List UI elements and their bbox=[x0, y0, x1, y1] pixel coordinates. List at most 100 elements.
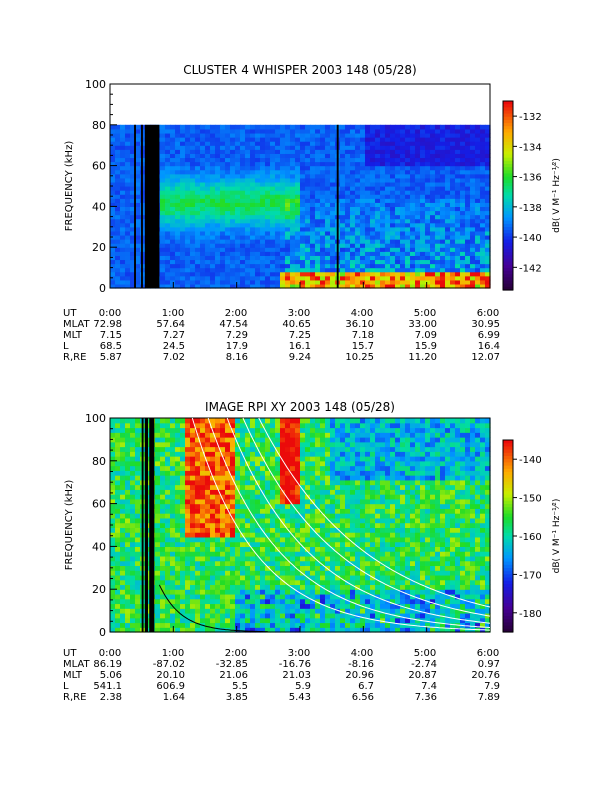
data-gap-1 bbox=[141, 418, 144, 632]
y-tick-label: 80 bbox=[92, 455, 106, 468]
colorbar-label: dB( V M⁻¹ Hz⁻¹⁄²) bbox=[552, 158, 562, 233]
colorbar-1: -132 -134 -136 -138 -140 -142 dB( V M⁻¹ Hz⁻¹⁄²… bbox=[502, 100, 562, 291]
data-gap-2 bbox=[141, 124, 143, 288]
ephemeris-value: 30.95 bbox=[471, 319, 500, 330]
x-tick-label: 6:00 bbox=[477, 648, 499, 659]
ephemeris-value: 541.1 bbox=[93, 681, 122, 692]
y-tick-label: 40 bbox=[92, 200, 106, 213]
ephemeris-value: 15.7 bbox=[352, 341, 374, 352]
colorbar-tick-label: -150 bbox=[519, 494, 542, 505]
ephemeris-value: 7.25 bbox=[289, 330, 311, 341]
ephemeris-value: 7.9 bbox=[484, 681, 500, 692]
ephemeris-value: 7.18 bbox=[352, 330, 374, 341]
overlay-curves bbox=[158, 417, 491, 633]
colorbar-tick-label: -142 bbox=[519, 263, 542, 274]
y-tick-label: 0 bbox=[99, 282, 106, 295]
colorbar-tick-label: -180 bbox=[519, 609, 542, 620]
ephemeris-value: -8.16 bbox=[348, 659, 374, 670]
ephemeris-value: 6.7 bbox=[358, 681, 374, 692]
ephemeris-value: 20.87 bbox=[408, 670, 437, 681]
chart-title: IMAGE RPI XY 2003 148 (05/28) bbox=[205, 400, 395, 414]
x-tick-label: 5:00 bbox=[414, 648, 436, 659]
ephemeris-row-label: MLAT bbox=[63, 319, 90, 330]
x-tick-label: 0:00 bbox=[99, 648, 121, 659]
y-tick-label: 20 bbox=[92, 241, 106, 254]
ephemeris-table-1: UTMLATMLTLR,RE0:0072.987.1568.55.871:005… bbox=[63, 308, 500, 363]
black-curve bbox=[158, 584, 268, 633]
x-tick-label: 1:00 bbox=[162, 648, 184, 659]
ephemeris-value: 7.36 bbox=[415, 692, 437, 703]
ephemeris-row-label: UT bbox=[63, 308, 77, 319]
x-tick-label: 2:00 bbox=[225, 308, 247, 319]
ephemeris-value: 7.02 bbox=[163, 352, 185, 363]
colorbar-tick-label: -170 bbox=[519, 570, 542, 581]
data-gap-3 bbox=[149, 418, 155, 632]
y-axis-label: FREQUENCY (kHz) bbox=[64, 480, 75, 571]
ephemeris-value: 21.06 bbox=[219, 670, 248, 681]
ephemeris-value: 5.43 bbox=[289, 692, 311, 703]
y-tick-label: 80 bbox=[92, 119, 106, 132]
y-tick-label: 60 bbox=[92, 498, 106, 511]
ephemeris-row-label: UT bbox=[63, 648, 77, 659]
spectrogram-2 bbox=[110, 418, 491, 633]
colorbar-tick-label: -132 bbox=[519, 112, 542, 123]
data-gap-2 bbox=[144, 418, 148, 632]
ephemeris-value: 2.38 bbox=[100, 692, 122, 703]
ephemeris-value: 11.20 bbox=[408, 352, 437, 363]
ephemeris-value: 16.4 bbox=[478, 341, 500, 352]
ephemeris-value: 7.15 bbox=[100, 330, 122, 341]
y-axis-label: FREQUENCY (kHz) bbox=[64, 141, 75, 232]
ephemeris-value: -32.85 bbox=[216, 659, 248, 670]
ephemeris-value: 20.76 bbox=[471, 670, 500, 681]
chart-title: CLUSTER 4 WHISPER 2003 148 (05/28) bbox=[183, 63, 416, 77]
ephemeris-value: 5.5 bbox=[232, 681, 248, 692]
y-tick-label: 40 bbox=[92, 540, 106, 553]
white-curve-5 bbox=[258, 417, 491, 608]
data-gap-4 bbox=[336, 124, 339, 288]
ephemeris-value: 7.4 bbox=[421, 681, 437, 692]
y-tick-label: 100 bbox=[85, 78, 106, 91]
spectrogram-1 bbox=[110, 124, 491, 289]
y-tick-label: 100 bbox=[85, 412, 106, 425]
colorbar-frame bbox=[502, 100, 514, 291]
white-curve-4 bbox=[242, 417, 491, 617]
ephemeris-value: 20.96 bbox=[345, 670, 374, 681]
ephemeris-value: 86.19 bbox=[93, 659, 122, 670]
ephemeris-value: 9.24 bbox=[289, 352, 311, 363]
ephemeris-value: 68.5 bbox=[100, 341, 122, 352]
y-tick-label: 60 bbox=[92, 160, 106, 173]
x-tick-label: 6:00 bbox=[477, 308, 499, 319]
ephemeris-value: -16.76 bbox=[279, 659, 311, 670]
colorbar-tick-label: -140 bbox=[519, 233, 542, 244]
ephemeris-value: 15.9 bbox=[415, 341, 437, 352]
white-curve-1 bbox=[191, 417, 491, 631]
white-curve-3 bbox=[226, 417, 491, 624]
ephemeris-row-label: L bbox=[63, 341, 69, 352]
x-tick-label: 0:00 bbox=[99, 308, 121, 319]
ephemeris-value: 5.87 bbox=[100, 352, 122, 363]
ephemeris-value: -2.74 bbox=[411, 659, 437, 670]
ephemeris-value: 3.85 bbox=[226, 692, 248, 703]
x-tick-label: 4:00 bbox=[351, 308, 373, 319]
panel-2: 0 20 40 60 80 100 IMAGE RPI XY 2003 148 (05/28… bbox=[63, 400, 562, 703]
ephemeris-value: 7.27 bbox=[163, 330, 185, 341]
colorbar-tick-label: -134 bbox=[519, 142, 542, 153]
colorbar-tick-label: -140 bbox=[519, 455, 542, 466]
ephemeris-value: 16.1 bbox=[289, 341, 311, 352]
panel-1: 0 20 40 60 80 100 CLUSTER 4 WHISPER 2003 148 (… bbox=[63, 63, 562, 363]
ephemeris-value: 21.03 bbox=[282, 670, 311, 681]
ephemeris-value: 7.29 bbox=[226, 330, 248, 341]
ephemeris-value: 5.9 bbox=[295, 681, 311, 692]
ephemeris-value: 7.09 bbox=[415, 330, 437, 341]
ephemeris-row-label: MLT bbox=[63, 670, 83, 681]
ephemeris-value: 36.10 bbox=[345, 319, 374, 330]
colorbar-tick-label: -136 bbox=[519, 173, 542, 184]
ephemeris-value: 606.9 bbox=[156, 681, 185, 692]
ephemeris-value: 10.25 bbox=[345, 352, 374, 363]
x-tick-label: 3:00 bbox=[288, 308, 310, 319]
ephemeris-value: 1.64 bbox=[163, 692, 185, 703]
y-tick-label: 0 bbox=[99, 626, 106, 639]
ephemeris-value: 20.10 bbox=[156, 670, 185, 681]
colorbar-tick-label: -160 bbox=[519, 532, 542, 543]
